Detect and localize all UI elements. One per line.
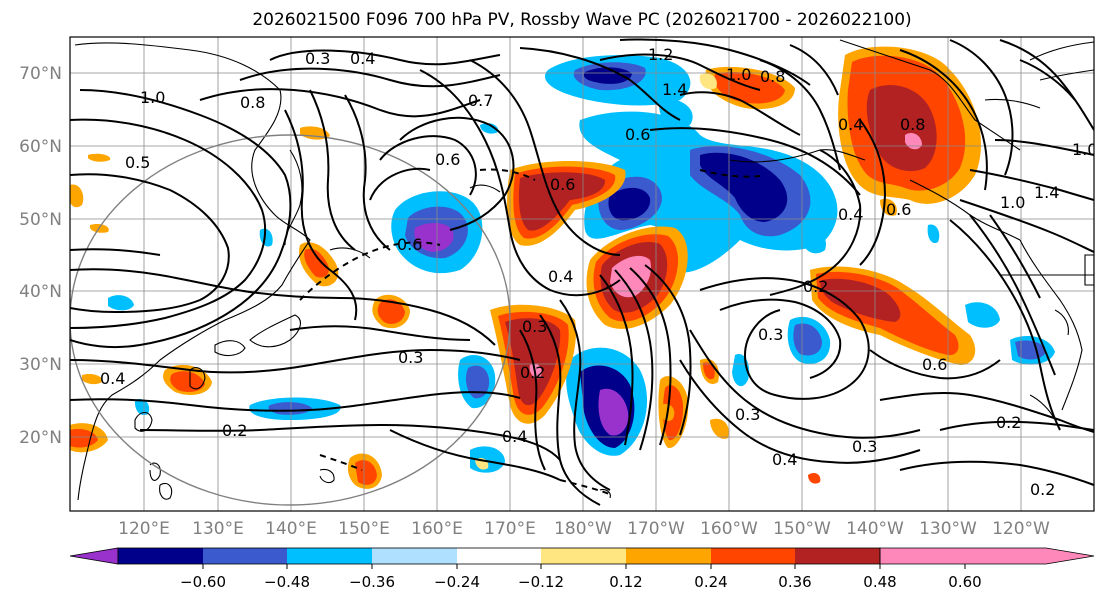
colorbar-tick-label: 0.24 [694, 573, 727, 591]
negative-anomaly-band-central [579, 99, 838, 273]
colorbar-tick-label: 0.36 [778, 573, 811, 591]
contour-label: 0.4 [548, 267, 573, 286]
contour-label: 0.6 [886, 200, 911, 219]
colorbar-segment [118, 548, 203, 564]
colorbar-segment [711, 548, 795, 564]
lat-label: 30°N [19, 355, 62, 375]
contour-label: 0.6 [397, 235, 422, 254]
contour-label: 0.4 [838, 205, 863, 224]
lon-label: 180°W [554, 519, 612, 539]
lon-label: 170°E [484, 519, 536, 539]
contour-label: 0.2 [1030, 480, 1055, 499]
colorbar-tick-label: −0.24 [434, 573, 480, 591]
pv-contours [70, 38, 1094, 506]
lon-label: 160°W [700, 519, 758, 539]
positive-anomaly-northeast [699, 46, 981, 204]
lat-label: 70°N [19, 64, 62, 84]
colorbar-tick-labels: −0.60 −0.48 −0.36 −0.24 −0.12 0.12 0.24 … [180, 573, 982, 591]
map-panel: 0.3 0.4 1.2 1.0 0.8 1.4 0.7 0.6 0.5 0.4 … [70, 37, 1097, 511]
longitude-labels: 120°E 130°E 140°E 150°E 160°E 170°E 180°… [118, 519, 1050, 539]
colorbar-segment [541, 548, 626, 564]
positive-anomaly-central [507, 161, 688, 329]
lon-label: 120°W [992, 519, 1050, 539]
contour-label: 0.6 [435, 150, 460, 169]
contour-label: 0.3 [522, 317, 547, 336]
colorbar-tick-label: 0.48 [863, 573, 896, 591]
contour-label: 0.2 [222, 421, 247, 440]
highlight-circle [70, 134, 511, 506]
contour-label: 0.5 [125, 153, 150, 172]
contour-label: 1.2 [648, 45, 673, 64]
contour-label: 0.8 [240, 93, 265, 112]
lon-label: 140°E [265, 519, 317, 539]
negative-anomaly-small [108, 123, 499, 416]
colorbar-segment [626, 548, 711, 564]
colorbar-segment [372, 548, 457, 564]
contour-label: 0.3 [852, 437, 877, 456]
colorbar-frame [117, 547, 881, 565]
contour-label: 0.6 [625, 125, 650, 144]
lon-label: 150°W [773, 519, 831, 539]
contour-label: 0.3 [758, 325, 783, 344]
pv-anomaly-fill [70, 46, 1055, 489]
contour-label: 0.6 [922, 355, 947, 374]
colorbar-extend-right [879, 547, 1095, 565]
lon-label: 120°E [118, 519, 170, 539]
contour-label: 0.2 [520, 363, 545, 382]
colorbar: −0.60 −0.48 −0.36 −0.24 −0.12 0.12 0.24 … [69, 547, 1095, 591]
colorbar-ticks [202, 564, 966, 569]
negative-anomaly-nw-pacific [544, 55, 691, 106]
contour-label: 0.4 [838, 115, 863, 134]
contour-label: 1.0 [726, 65, 751, 84]
negative-anomaly-south [249, 347, 648, 473]
contour-label: 1.0 [1072, 140, 1097, 159]
lon-label: 150°E [338, 519, 390, 539]
colorbar-segment [203, 548, 287, 564]
contour-label: 1.4 [1034, 183, 1059, 202]
contour-label: 0.3 [398, 348, 423, 367]
colorbar-tick-label: −0.60 [180, 573, 226, 591]
colorbar-segment [287, 548, 372, 564]
colorbar-tick-label: −0.12 [518, 573, 564, 591]
colorbar-tick-label: 0.60 [948, 573, 981, 591]
colorbar-tick-label: −0.48 [264, 573, 310, 591]
lon-label: 130°E [192, 519, 244, 539]
contour-label: 0.4 [100, 369, 125, 388]
map-title: 2026021500 F096 700 hPa PV, Rossby Wave … [252, 10, 912, 30]
contour-label: 0.4 [502, 427, 527, 446]
contour-label: 0.4 [350, 49, 375, 68]
contour-label: 0.4 [772, 450, 797, 469]
contour-label: 0.7 [468, 91, 493, 110]
lon-label: 130°W [919, 519, 977, 539]
lat-label: 20°N [19, 428, 62, 448]
contour-label: 0.6 [550, 175, 575, 194]
latitude-labels: 70°N 60°N 50°N 40°N 30°N 20°N [19, 64, 62, 448]
colorbar-extend-left [69, 547, 119, 565]
contour-label: 1.0 [1000, 193, 1025, 212]
colorbar-segment [457, 548, 541, 564]
contour-label: 0.3 [735, 405, 760, 424]
contour-label: 1.0 [140, 88, 165, 107]
contour-label: 0.8 [760, 67, 785, 86]
contour-label: 0.2 [996, 413, 1021, 432]
lat-label: 40°N [19, 282, 62, 302]
contour-labels: 0.3 0.4 1.2 1.0 0.8 1.4 0.7 0.6 0.5 0.4 … [100, 45, 1097, 499]
colorbar-segment [795, 548, 880, 564]
lon-label: 160°E [411, 519, 463, 539]
contour-label: 0.8 [900, 115, 925, 134]
lon-label: 170°W [627, 519, 685, 539]
dashed-contours [299, 168, 761, 496]
lat-label: 60°N [19, 137, 62, 157]
contour-label: 1.4 [662, 80, 687, 99]
lat-label: 50°N [19, 210, 62, 230]
colorbar-tick-label: 0.12 [609, 573, 642, 591]
lon-label: 140°W [846, 519, 904, 539]
map-frame [69, 36, 1095, 512]
positive-anomaly-west [70, 126, 897, 489]
colorbar-tick-label: −0.36 [349, 573, 395, 591]
contour-label: 0.3 [305, 49, 330, 68]
contour-label: 0.2 [803, 277, 828, 296]
